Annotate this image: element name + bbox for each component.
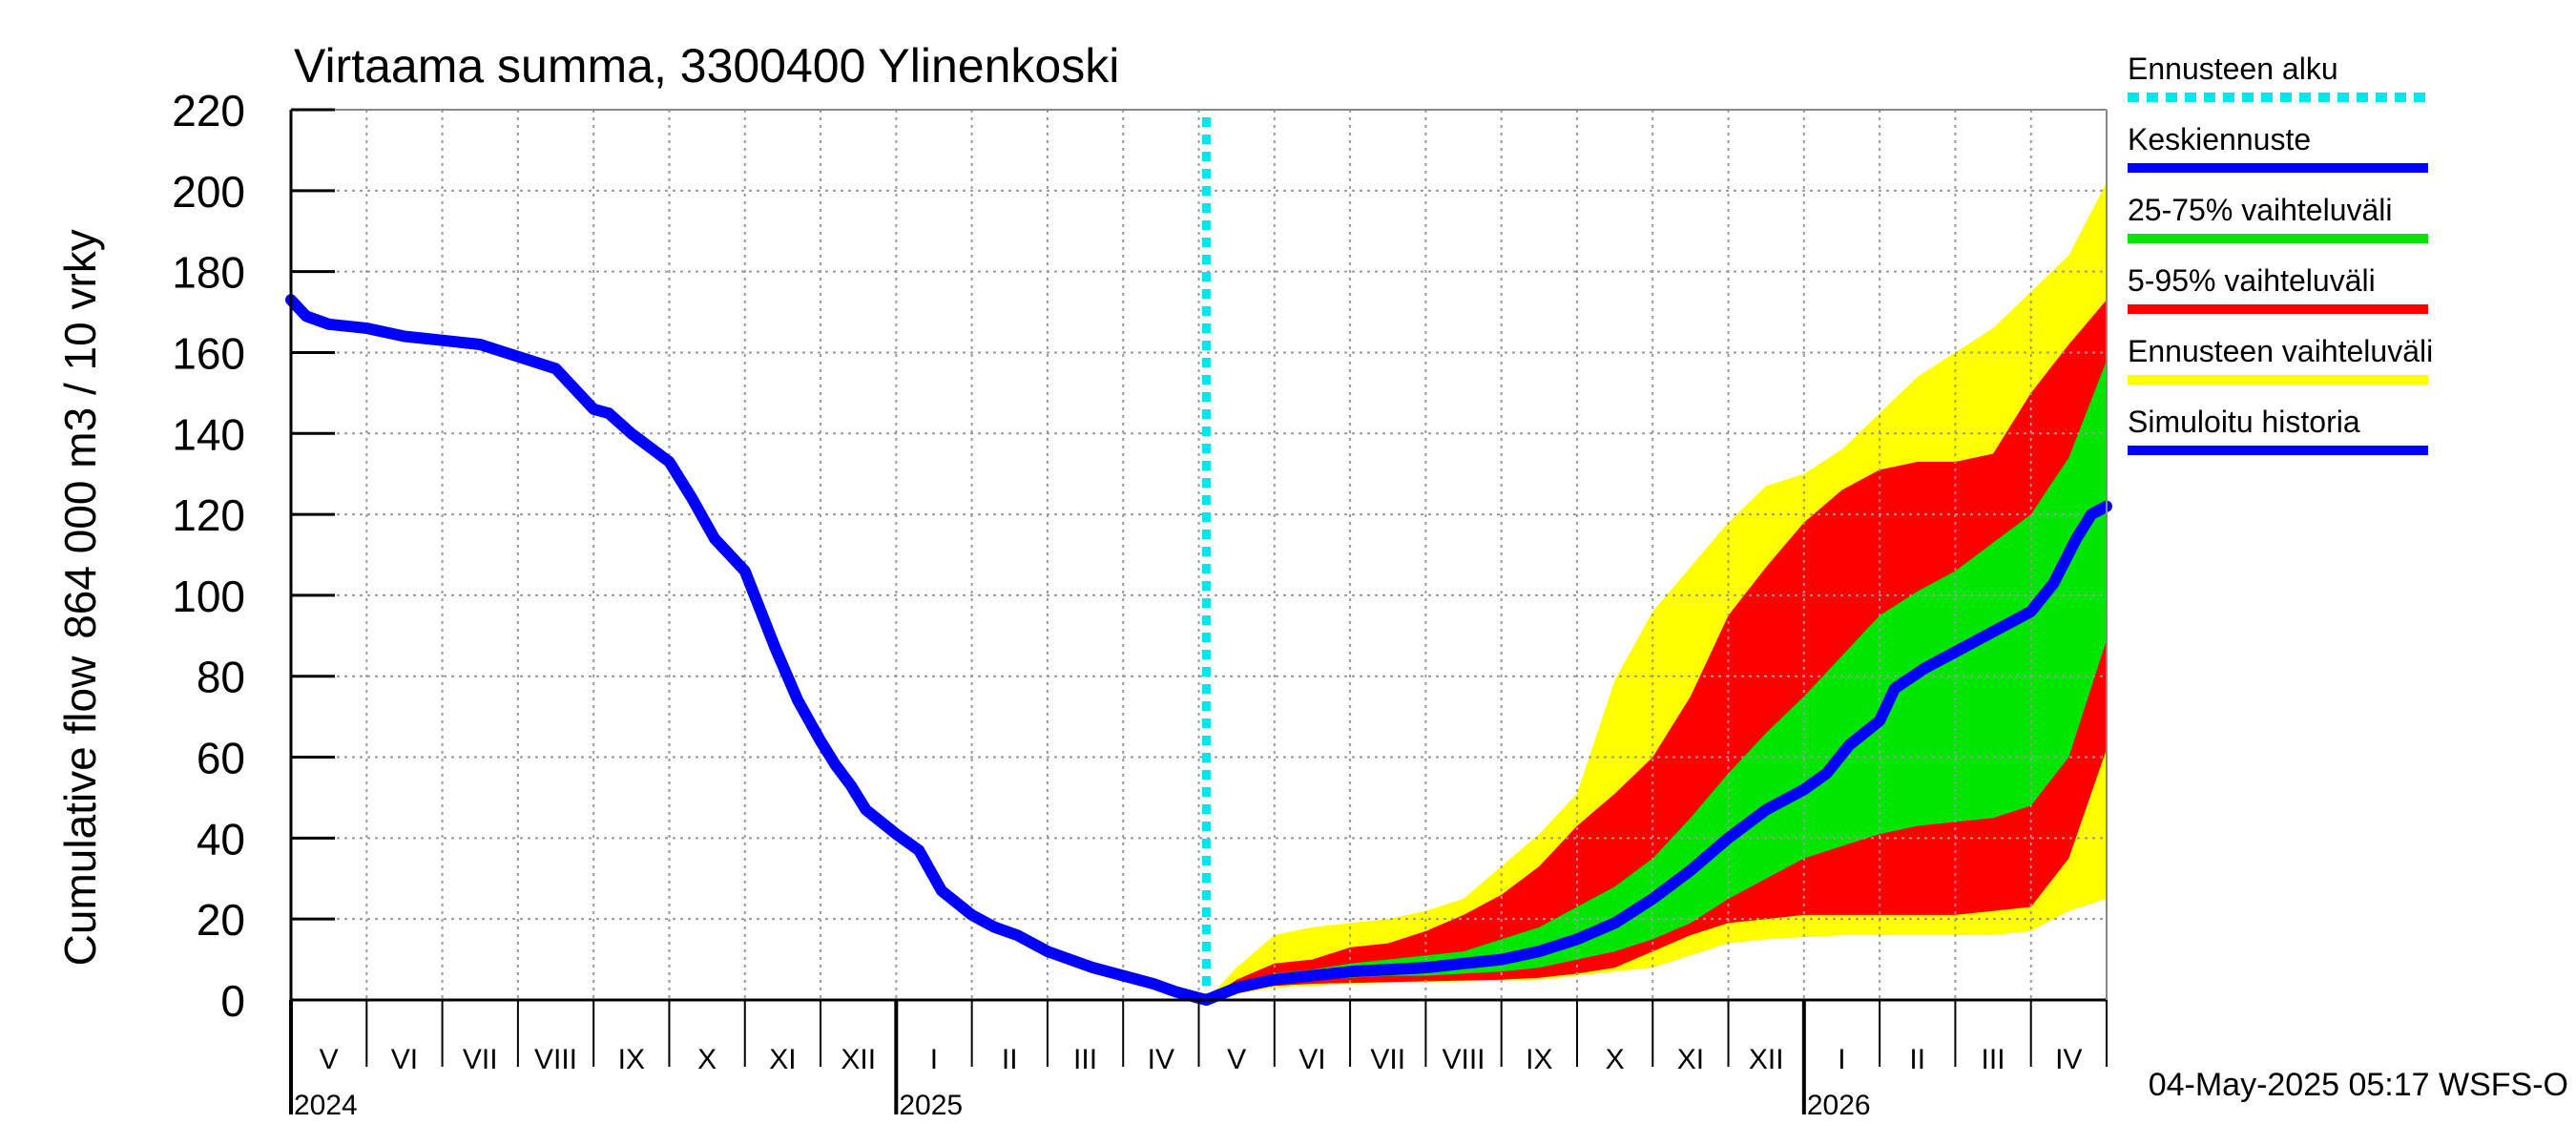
legend-label-2: 25-75% vaihteluväli — [2128, 193, 2393, 227]
month-label-9: II — [1002, 1044, 1018, 1075]
month-label-13: VI — [1298, 1044, 1325, 1075]
timestamp: 04-May-2025 05:17 WSFS-O — [2149, 1067, 2568, 1103]
month-label-17: X — [1606, 1044, 1625, 1075]
month-label-12: V — [1227, 1044, 1246, 1075]
series-lines — [285, 294, 2112, 1006]
month-label-8: I — [930, 1044, 938, 1075]
month-label-20: I — [1838, 1044, 1845, 1075]
grid — [291, 109, 2108, 1000]
year-label-1: 2025 — [899, 1090, 963, 1121]
year-label-2: 2026 — [1807, 1090, 1871, 1121]
month-label-14: VII — [1370, 1044, 1405, 1075]
legend: Ennusteen alku Keskiennuste 25-75% vaihtel… — [2128, 52, 2433, 455]
month-label-11: IV — [1148, 1044, 1174, 1075]
month-label-2: VII — [463, 1044, 498, 1075]
legend-label-3: 5-95% vaihteluväli — [2128, 263, 2376, 298]
legend-label-0: Ennusteen alku — [2128, 52, 2338, 86]
y-axis-label-line-1: Cumulative flow — [55, 656, 105, 966]
y-tick-label-10: 200 — [172, 167, 245, 217]
legend-label-1: Keskiennuste — [2128, 122, 2311, 156]
y-tick-label-7: 140 — [172, 409, 245, 459]
month-label-18: XI — [1677, 1044, 1704, 1075]
month-label-0: V — [320, 1044, 339, 1075]
forecast-bands — [1206, 182, 2107, 1001]
y-tick-label-11: 220 — [172, 86, 245, 135]
y-tick-label-2: 40 — [197, 814, 245, 864]
y-tick-label-3: 60 — [197, 734, 245, 783]
y-tick-label-5: 100 — [172, 572, 245, 621]
month-label-15: VIII — [1443, 1044, 1485, 1075]
month-label-3: VIII — [534, 1044, 577, 1075]
month-label-7: XII — [841, 1044, 876, 1075]
legend-label-4: Ennusteen vaihteluväli — [2128, 334, 2433, 368]
month-label-1: VI — [391, 1044, 418, 1075]
y-axis-label-line-2: 864 000 m3 / 10 vrky — [55, 229, 105, 639]
month-label-4: IX — [618, 1044, 645, 1075]
band-2 — [1206, 360, 2107, 1000]
y-tick-label-1: 20 — [197, 895, 245, 945]
month-label-5: X — [697, 1044, 717, 1075]
y-tick-label-8: 160 — [172, 328, 245, 378]
y-tick-label-6: 120 — [172, 490, 245, 540]
month-label-22: III — [1982, 1044, 2005, 1075]
chart-title: Virtaama summa, 3300400 Ylinenkoski — [294, 39, 1119, 93]
y-tick-label-9: 180 — [172, 248, 245, 298]
legend-label-5: Simuloitu historia — [2128, 405, 2360, 439]
year-label-0: 2024 — [294, 1090, 358, 1121]
series-line-0 — [285, 294, 1213, 1006]
month-label-21: II — [1909, 1044, 1925, 1075]
month-label-6: XI — [769, 1044, 796, 1075]
y-tick-label-0: 0 — [220, 976, 245, 1026]
month-label-10: III — [1073, 1044, 1097, 1075]
series-line-1 — [1200, 500, 2112, 1006]
month-label-16: IX — [1526, 1044, 1552, 1075]
y-tick-label-4: 80 — [197, 653, 245, 702]
month-label-19: XII — [1749, 1044, 1784, 1075]
month-label-23: IV — [2055, 1044, 2082, 1075]
